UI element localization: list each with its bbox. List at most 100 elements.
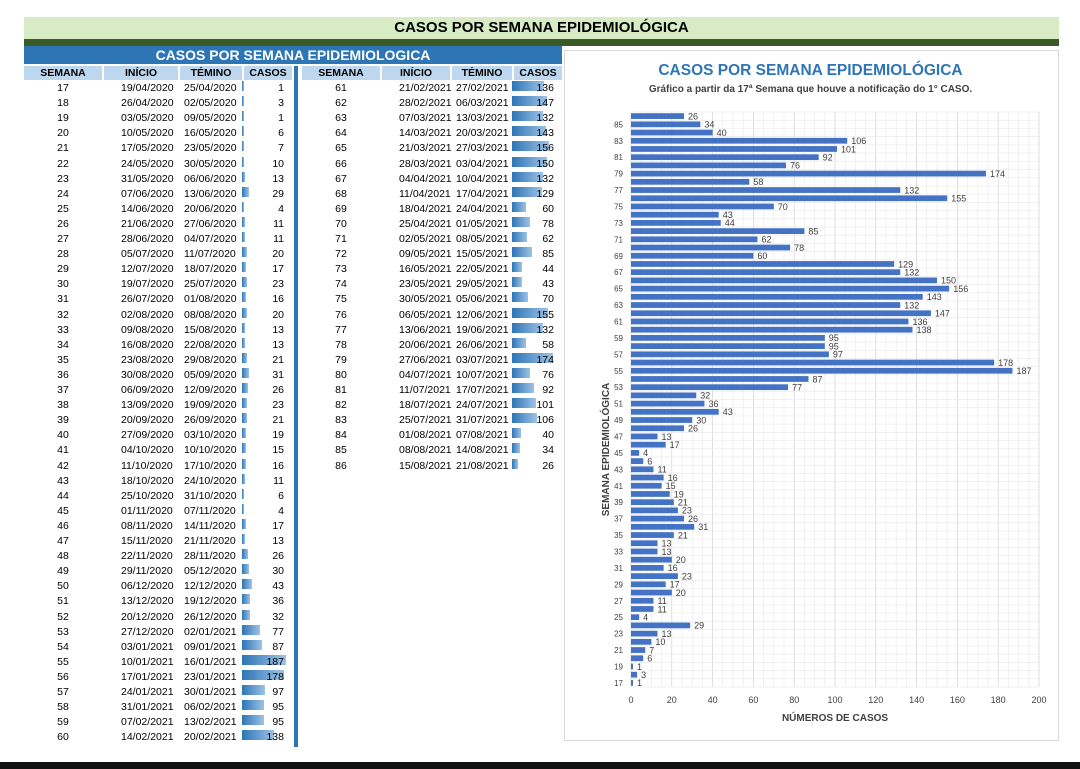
cell-casos: 132 bbox=[536, 172, 554, 185]
x-tick-label: 60 bbox=[748, 695, 758, 705]
bar-value-label: 11 bbox=[657, 596, 666, 606]
cell-termino: 05/06/2021 bbox=[456, 293, 509, 306]
table-row: 70 25/04/2021 01/05/2021 78 bbox=[0, 216, 1080, 231]
cell-casos-databar bbox=[512, 216, 531, 227]
cell-inicio: 02/08/2020 bbox=[121, 308, 174, 321]
bar-week-20 bbox=[631, 655, 644, 662]
bar-value-label: 87 bbox=[812, 374, 822, 384]
cell-termino: 16/01/2021 bbox=[184, 655, 237, 668]
bar-week-61 bbox=[631, 318, 909, 325]
table-row: 31 26/07/2020 01/08/2020 16 bbox=[0, 292, 1080, 306]
bar-value-label: 26 bbox=[688, 111, 698, 121]
table-row: 41 04/10/2020 10/10/2020 15 bbox=[0, 443, 1080, 457]
bar-value-label: 13 bbox=[662, 629, 672, 639]
bar-week-23 bbox=[631, 630, 658, 637]
cell-casos: 143 bbox=[536, 127, 554, 140]
bar-week-25 bbox=[631, 614, 640, 621]
cell-termino: 23/05/2020 bbox=[184, 142, 237, 155]
bar-week-50 bbox=[631, 408, 719, 415]
bar-value-label: 17 bbox=[670, 440, 680, 450]
cell-casos-databar bbox=[512, 186, 543, 197]
cell-casos-databar bbox=[242, 141, 244, 152]
cell-termino: 01/08/2020 bbox=[184, 293, 237, 306]
cell-inicio: 16/08/2020 bbox=[121, 338, 174, 351]
cell-termino: 12/06/2021 bbox=[456, 308, 509, 321]
cell-casos: 3 bbox=[278, 97, 284, 110]
y-tick-label: 33 bbox=[614, 547, 623, 556]
bar-week-86 bbox=[631, 113, 685, 119]
bar-week-41 bbox=[631, 482, 662, 489]
bar-week-65 bbox=[631, 285, 950, 292]
cell-termino: 30/05/2020 bbox=[184, 157, 237, 170]
bar-value-label: 43 bbox=[723, 210, 733, 220]
cell-termino: 16/05/2020 bbox=[184, 127, 237, 140]
cell-inicio: 15/11/2020 bbox=[121, 535, 173, 547]
header-semana-b: SEMANA bbox=[302, 66, 380, 80]
cell-termino: 05/09/2020 bbox=[184, 368, 237, 381]
cell-casos: 76 bbox=[542, 368, 554, 381]
cell-inicio: 06/12/2020 bbox=[121, 580, 174, 593]
bar-week-27 bbox=[631, 597, 654, 604]
bar-value-label: 23 bbox=[682, 506, 692, 516]
bar-value-label: 31 bbox=[698, 522, 708, 532]
cell-semana: 32 bbox=[57, 308, 69, 321]
cell-termino: 02/05/2020 bbox=[184, 97, 237, 110]
table-row: 38 13/09/2020 19/09/2020 23 bbox=[0, 398, 1080, 412]
cell-termino: 27/06/2020 bbox=[184, 217, 237, 230]
cell-casos: 95 bbox=[272, 716, 284, 729]
cell-casos-databar bbox=[242, 549, 249, 560]
cell-casos: 19 bbox=[272, 429, 284, 442]
bar-week-29 bbox=[631, 581, 666, 588]
cell-casos: 58 bbox=[542, 338, 554, 351]
bar-week-53 bbox=[631, 384, 789, 391]
cell-casos: 147 bbox=[536, 97, 554, 110]
table-row: 64 14/03/2021 20/03/2021 143 bbox=[0, 126, 1080, 140]
cell-semana: 37 bbox=[57, 384, 69, 396]
cell-inicio: 30/05/2021 bbox=[399, 293, 452, 306]
bar-value-label: 20 bbox=[676, 555, 686, 565]
cell-casos: 17 bbox=[272, 519, 284, 532]
table-row: 82 18/07/2021 24/07/2021 101 bbox=[0, 398, 1080, 412]
table-title: CASOS POR SEMANA EPIDEMIOLOGICA bbox=[24, 46, 562, 64]
cell-inicio: 10/01/2021 bbox=[121, 655, 174, 668]
cell-termino: 29/05/2021 bbox=[456, 278, 509, 291]
cell-casos-databar bbox=[512, 126, 546, 137]
cell-casos-databar bbox=[512, 232, 527, 242]
cell-casos-databar bbox=[512, 111, 544, 122]
cell-inicio: 23/08/2020 bbox=[121, 353, 174, 366]
bar-week-39 bbox=[631, 499, 674, 506]
y-tick-label: 35 bbox=[614, 531, 623, 540]
cell-casos-databar bbox=[512, 96, 547, 107]
cell-termino: 19/12/2020 bbox=[184, 595, 237, 608]
cell-casos-databar bbox=[242, 262, 246, 273]
cell-inicio: 25/04/2021 bbox=[399, 217, 452, 230]
cell-semana: 67 bbox=[335, 172, 347, 185]
table-row: 19 03/05/2020 09/05/2020 1 bbox=[0, 111, 1080, 125]
bar-value-label: 20 bbox=[676, 588, 686, 598]
cell-casos: 32 bbox=[272, 610, 284, 623]
bar-value-label: 6 bbox=[647, 654, 652, 664]
table-row: 77 13/06/2021 19/06/2021 132 bbox=[0, 322, 1080, 337]
cell-casos-databar bbox=[242, 624, 261, 635]
cell-semana: 39 bbox=[57, 414, 69, 427]
cell-casos-databar bbox=[242, 594, 251, 605]
cell-casos: 7 bbox=[278, 142, 284, 155]
bar-value-label: 143 bbox=[927, 292, 942, 302]
bar-week-56 bbox=[631, 359, 995, 366]
cell-termino: 18/07/2020 bbox=[184, 263, 237, 276]
cell-termino: 12/09/2020 bbox=[184, 384, 237, 396]
table-row: 34 16/08/2020 22/08/2020 13 bbox=[0, 337, 1080, 352]
cell-semana: 51 bbox=[57, 595, 69, 608]
bar-value-label: 13 bbox=[662, 432, 672, 442]
y-tick-label: 17 bbox=[614, 679, 623, 688]
cell-casos-databar bbox=[512, 383, 534, 393]
bar-week-81 bbox=[631, 154, 819, 161]
bar-week-24 bbox=[631, 622, 691, 629]
cell-casos: 17 bbox=[272, 263, 284, 276]
cell-termino: 20/02/2021 bbox=[184, 731, 237, 744]
bar-week-17 bbox=[631, 680, 634, 686]
cell-semana: 83 bbox=[335, 414, 347, 427]
cell-termino: 15/05/2021 bbox=[456, 248, 509, 261]
cell-semana: 86 bbox=[335, 459, 347, 472]
